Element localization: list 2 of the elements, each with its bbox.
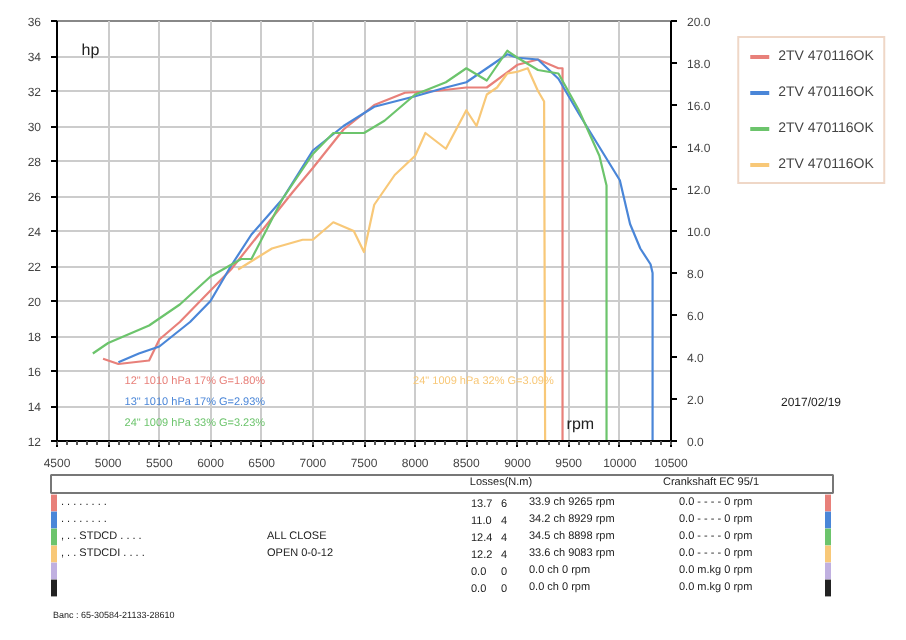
x-axis-title: rpm [566,415,595,434]
y-axis-title: hp [81,41,101,60]
